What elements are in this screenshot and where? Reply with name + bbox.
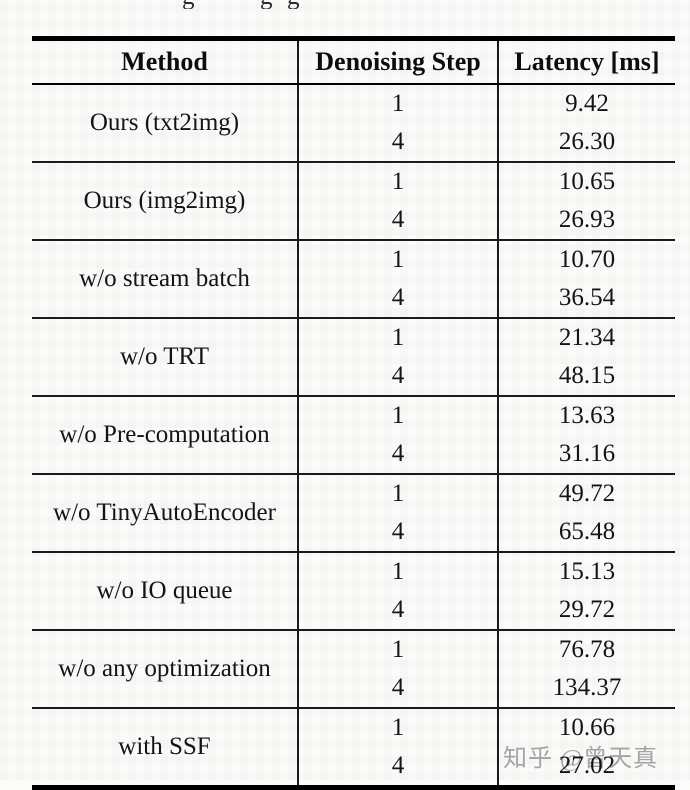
denoising-step-cell: 1 bbox=[297, 551, 498, 591]
method-cell: w/o stream batch bbox=[32, 239, 298, 318]
cropped-caption-line: g g g bbox=[0, 0, 690, 9]
caption-descender-fragment: g bbox=[287, 0, 300, 9]
latency-ablation-table: Method Denoising Step Latency [ms] Ours … bbox=[32, 36, 675, 790]
table-subrow: 4 26.93 bbox=[32, 201, 675, 240]
latency-cell: 9.42 bbox=[497, 84, 675, 123]
latency-cell: 65.48 bbox=[497, 513, 675, 552]
method-cell: Ours (txt2img) bbox=[89, 109, 240, 136]
table-row: w/o Pre-computation 1 13.63 bbox=[32, 395, 675, 474]
latency-cell: 31.16 bbox=[497, 435, 675, 474]
table-row: w/o stream batch 1 10.70 bbox=[32, 239, 675, 318]
method-cell: w/o TinyAutoEncoder bbox=[32, 473, 298, 552]
latency-cell: 21.34 bbox=[497, 317, 675, 357]
table-row: Ours (img2img) 1 10.65 bbox=[32, 161, 675, 240]
table-subrow: 4 31.16 bbox=[32, 435, 675, 474]
latency-cell: 48.15 bbox=[497, 357, 675, 396]
zhihu-watermark: 知乎 @曾天真 bbox=[503, 746, 659, 772]
table-row: with SSF 1 10.66 bbox=[32, 707, 675, 788]
method-cell: w/o any optimization bbox=[32, 629, 298, 708]
latency-cell: 29.72 bbox=[497, 591, 675, 630]
table-row: w/o any optimization 1 76.78 bbox=[32, 629, 675, 708]
method-cell: Ours (img2img) bbox=[32, 161, 298, 240]
denoising-step-cell: 1 bbox=[297, 707, 498, 747]
table-row: w/o IO queue 1 15.13 bbox=[32, 551, 675, 630]
denoising-step-cell: 4 bbox=[297, 513, 498, 552]
latency-cell: 134.37 bbox=[497, 669, 675, 708]
denoising-step-cell: 1 bbox=[297, 473, 498, 513]
method-cell: w/o IO queue bbox=[32, 551, 298, 630]
denoising-step-cell: 1 bbox=[297, 161, 498, 201]
denoising-step-cell: 4 bbox=[297, 591, 498, 630]
method-cell: w/o Pre-computation bbox=[32, 395, 298, 474]
latency-cell: 76.78 bbox=[497, 629, 675, 669]
latency-cell: 10.65 bbox=[497, 161, 675, 201]
column-header-latency: Latency [ms] bbox=[497, 38, 675, 85]
latency-cell: 15.13 bbox=[497, 551, 675, 591]
table-subrow: 4 29.72 bbox=[32, 591, 675, 630]
header-row: Method Denoising Step Latency [ms] bbox=[32, 38, 675, 85]
denoising-step-cell: 1 bbox=[297, 629, 498, 669]
table-subrow: 4 65.48 bbox=[32, 513, 675, 552]
table-subrow: 4 26.30 bbox=[32, 123, 675, 162]
latency-cell: 13.63 bbox=[497, 395, 675, 435]
latency-cell: 10.70 bbox=[497, 239, 675, 279]
denoising-step-cell: 4 bbox=[297, 357, 498, 396]
denoising-step-cell: 4 bbox=[297, 279, 498, 318]
denoising-step-cell: 4 bbox=[297, 669, 498, 708]
table-subrow: 4 48.15 bbox=[32, 357, 675, 396]
latency-cell: 10.66 bbox=[497, 707, 675, 747]
denoising-step-cell: 1 bbox=[297, 395, 498, 435]
column-header-method: Method bbox=[32, 38, 298, 85]
denoising-step-cell: 4 bbox=[297, 123, 498, 162]
denoising-step-cell: 4 bbox=[297, 435, 498, 474]
method-cell: w/o TRT bbox=[32, 317, 298, 396]
latency-cell: 26.93 bbox=[497, 201, 675, 240]
table-row: Ours (txt2img) 1 9.42 bbox=[32, 84, 675, 136]
method-cell: with SSF bbox=[32, 707, 298, 788]
table-subrow: 4 134.37 bbox=[32, 669, 675, 708]
latency-cell: 49.72 bbox=[497, 473, 675, 513]
denoising-step-cell: 1 bbox=[297, 317, 498, 357]
table-subrow: 4 36.54 bbox=[32, 279, 675, 318]
table-row: w/o TRT 1 21.34 bbox=[32, 317, 675, 396]
denoising-step-cell: 1 bbox=[297, 84, 498, 123]
denoising-step-cell: 4 bbox=[297, 201, 498, 240]
latency-cell: 36.54 bbox=[497, 279, 675, 318]
column-header-denoising-step: Denoising Step bbox=[297, 38, 498, 85]
denoising-step-cell: 4 bbox=[297, 747, 498, 788]
caption-descender-fragment: g bbox=[182, 0, 195, 9]
caption-descender-fragment: g bbox=[260, 0, 273, 9]
denoising-step-cell: 1 bbox=[297, 239, 498, 279]
latency-cell: 26.30 bbox=[497, 123, 675, 162]
table-row: w/o TinyAutoEncoder 1 49.72 bbox=[32, 473, 675, 552]
